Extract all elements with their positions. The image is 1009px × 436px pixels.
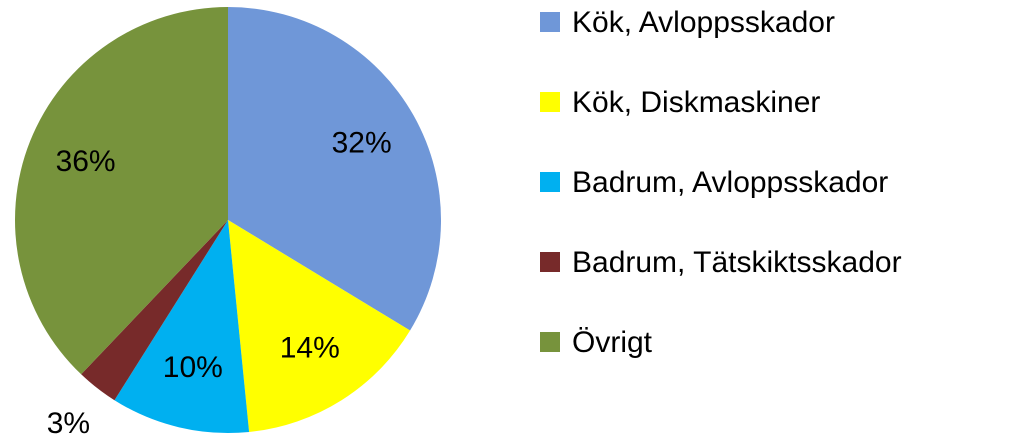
legend-label: Badrum, Avloppsskador [572,166,888,199]
data-label: 10% [163,351,223,384]
legend-label: Övrigt [572,326,653,359]
legend-swatch [540,332,560,352]
pie-slice [114,220,250,433]
legend-swatch [540,172,560,192]
data-label: 36% [56,145,116,178]
legend-swatch [540,92,560,112]
pie-slice [15,7,228,375]
legend-label: Kök, Diskmaskiner [572,86,820,119]
data-label: 3% [47,407,90,436]
legend-label: Badrum, Tätskiktsskador [572,246,902,279]
pie-slice [81,220,228,401]
legend-swatch [540,12,560,32]
data-label: 32% [332,127,392,160]
legend-label: Kök, Avloppsskador [572,6,835,39]
pie-slice [228,7,442,331]
pie-slice [228,220,411,432]
data-label: 14% [280,332,340,365]
legend-swatch [540,252,560,272]
